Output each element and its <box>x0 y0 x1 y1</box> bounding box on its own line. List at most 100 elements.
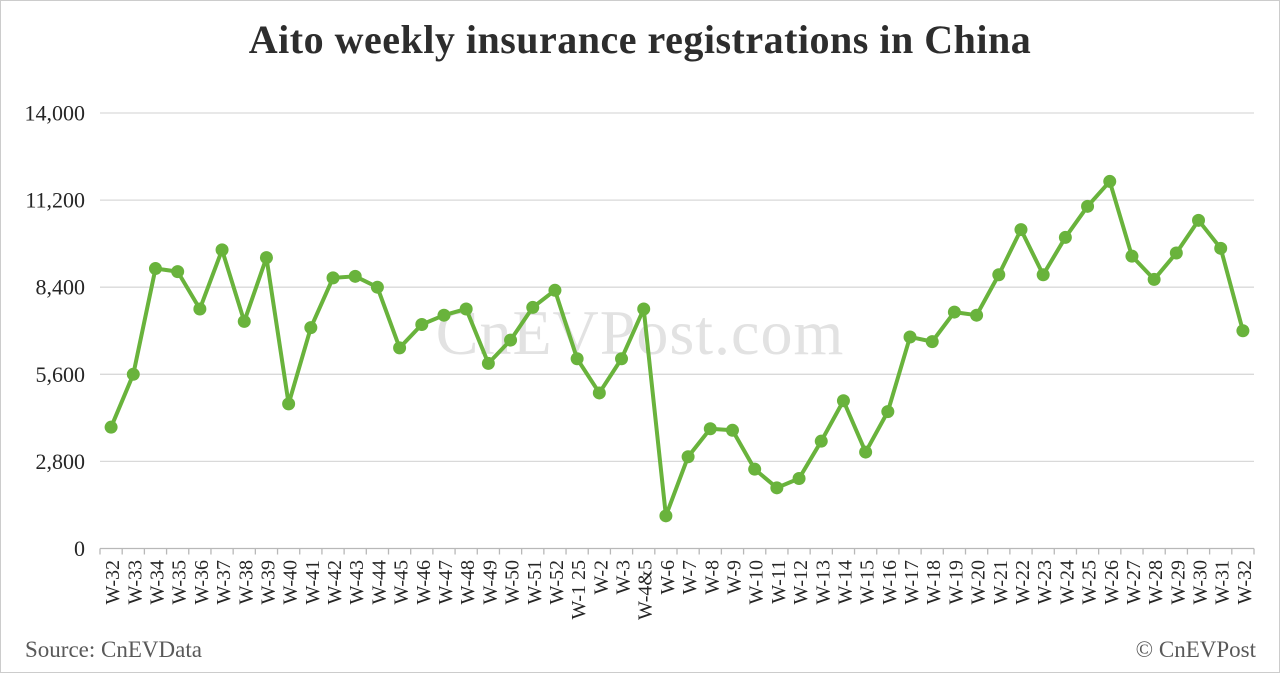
data-point <box>592 386 606 400</box>
x-tick-label: W-23 <box>1034 560 1056 604</box>
data-point <box>859 445 873 459</box>
x-tick-label: W-49 <box>479 560 501 604</box>
x-tick-label: W-6 <box>657 560 679 594</box>
data-point <box>548 283 562 297</box>
data-point <box>992 268 1006 282</box>
source-note: Source: CnEVData <box>25 637 202 662</box>
data-point <box>193 302 207 316</box>
data-point <box>104 420 118 434</box>
data-point <box>126 367 140 381</box>
x-tick-label: W-47 <box>435 560 457 604</box>
y-tick-label: 8,400 <box>36 275 86 300</box>
data-point <box>1147 272 1161 286</box>
data-point <box>304 321 318 335</box>
x-tick-label: W-42 <box>324 560 346 604</box>
data-point <box>881 405 895 419</box>
data-point <box>1081 199 1095 213</box>
data-point <box>1058 230 1072 244</box>
data-point <box>770 481 784 495</box>
x-tick-label: W-50 <box>502 560 524 604</box>
data-point <box>171 265 185 279</box>
x-tick-label: W-3 <box>613 560 635 594</box>
data-point <box>570 352 584 366</box>
x-tick-label: W-43 <box>346 560 368 604</box>
x-tick-label: W-11 <box>768 560 790 604</box>
data-point <box>148 262 162 276</box>
data-point <box>259 251 273 265</box>
x-tick-label: W-4&5 <box>635 560 657 620</box>
data-point <box>1103 174 1117 188</box>
data-point <box>748 462 762 476</box>
x-tick-label: W-32 <box>102 560 124 604</box>
x-tick-label: W-8 <box>701 560 723 594</box>
x-tick-label: W-7 <box>679 560 701 594</box>
data-point <box>615 352 629 366</box>
x-tick-label: W-21 <box>990 560 1012 604</box>
data-point <box>526 300 540 314</box>
x-tick-label: W-2 <box>590 560 612 594</box>
x-tick-label: W-31 <box>1212 560 1234 604</box>
data-point <box>370 280 384 294</box>
data-point <box>1169 246 1183 260</box>
data-point <box>437 308 451 322</box>
x-tick-label: W-45 <box>391 560 413 604</box>
data-point <box>792 472 806 486</box>
x-tick-label: W-30 <box>1190 560 1212 604</box>
x-tick-label: W-46 <box>413 560 435 604</box>
chart-title: Aito weekly insurance registrations in C… <box>248 17 1032 62</box>
data-point <box>393 341 407 355</box>
x-tick-label: W-52 <box>546 560 568 604</box>
x-tick-label: W-27 <box>1123 560 1145 604</box>
data-point <box>947 305 961 319</box>
x-tick-label: W-39 <box>257 560 279 604</box>
data-point <box>1236 324 1250 338</box>
x-tick-label: W-29 <box>1167 560 1189 604</box>
x-tick-label: W-22 <box>1012 560 1034 604</box>
x-tick-label: W-32 <box>1234 560 1256 604</box>
x-tick-label: W-26 <box>1101 560 1123 604</box>
data-point <box>659 509 673 523</box>
x-tick-label: W-35 <box>169 560 191 604</box>
x-tick-label: W-25 <box>1079 560 1101 604</box>
x-tick-label: W-28 <box>1145 560 1167 604</box>
y-tick-label: 0 <box>74 536 85 561</box>
data-point <box>903 330 917 344</box>
data-point <box>504 333 518 347</box>
data-point <box>282 397 296 411</box>
x-tick-label: W-41 <box>302 560 324 604</box>
data-point <box>814 434 828 448</box>
x-tick-label: W-17 <box>901 560 923 604</box>
data-point <box>925 335 939 349</box>
data-point <box>970 308 984 322</box>
x-tick-label: W-20 <box>968 560 990 604</box>
data-point <box>1036 268 1050 282</box>
y-tick-label: 5,600 <box>36 362 86 387</box>
x-tick-label: W-44 <box>368 560 390 604</box>
y-tick-label: 2,800 <box>36 449 86 474</box>
x-tick-label: W-1 25 <box>568 560 590 619</box>
data-point <box>681 450 695 464</box>
x-tick-label: W-37 <box>213 560 235 604</box>
x-tick-label: W-12 <box>790 560 812 604</box>
copyright-note: © CnEVPost <box>1135 637 1256 662</box>
x-tick-label: W-16 <box>879 560 901 604</box>
data-point <box>703 422 717 436</box>
data-point <box>459 302 473 316</box>
x-tick-label: W-48 <box>457 560 479 604</box>
data-point <box>481 356 495 370</box>
series-line <box>109 179 1245 518</box>
x-tick-label: W-34 <box>146 560 168 604</box>
y-tick-label: 14,000 <box>25 101 86 126</box>
data-point <box>237 314 251 328</box>
y-tick-label: 11,200 <box>25 188 85 213</box>
x-tick-label: W-18 <box>923 560 945 604</box>
data-point <box>415 318 429 332</box>
x-tick-label: W-51 <box>524 560 546 604</box>
data-point <box>637 302 651 316</box>
x-tick-label: W-33 <box>124 560 146 604</box>
x-tick-label: W-9 <box>723 560 745 594</box>
x-tick-label: W-13 <box>812 560 834 604</box>
data-point <box>1214 241 1228 255</box>
data-point <box>1192 213 1206 227</box>
